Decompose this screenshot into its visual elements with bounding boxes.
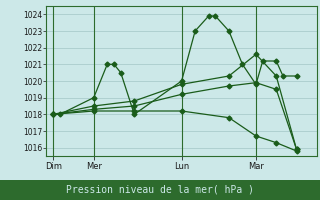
Text: Pression niveau de la mer( hPa ): Pression niveau de la mer( hPa )	[66, 185, 254, 195]
